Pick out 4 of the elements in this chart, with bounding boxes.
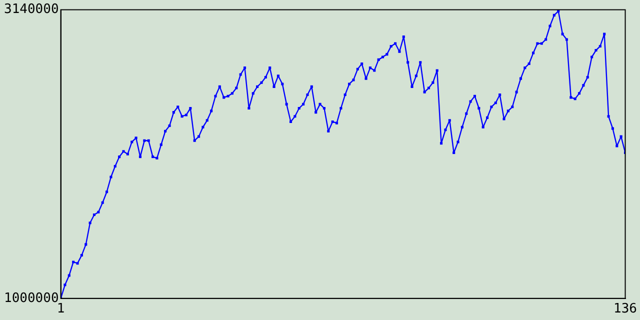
y-tick-label: 3140000 [4, 2, 59, 18]
y-tick-label: 1000000 [4, 290, 59, 306]
x-tick-label: 1 [56, 302, 65, 317]
x-tick-label: 136 [614, 302, 637, 317]
